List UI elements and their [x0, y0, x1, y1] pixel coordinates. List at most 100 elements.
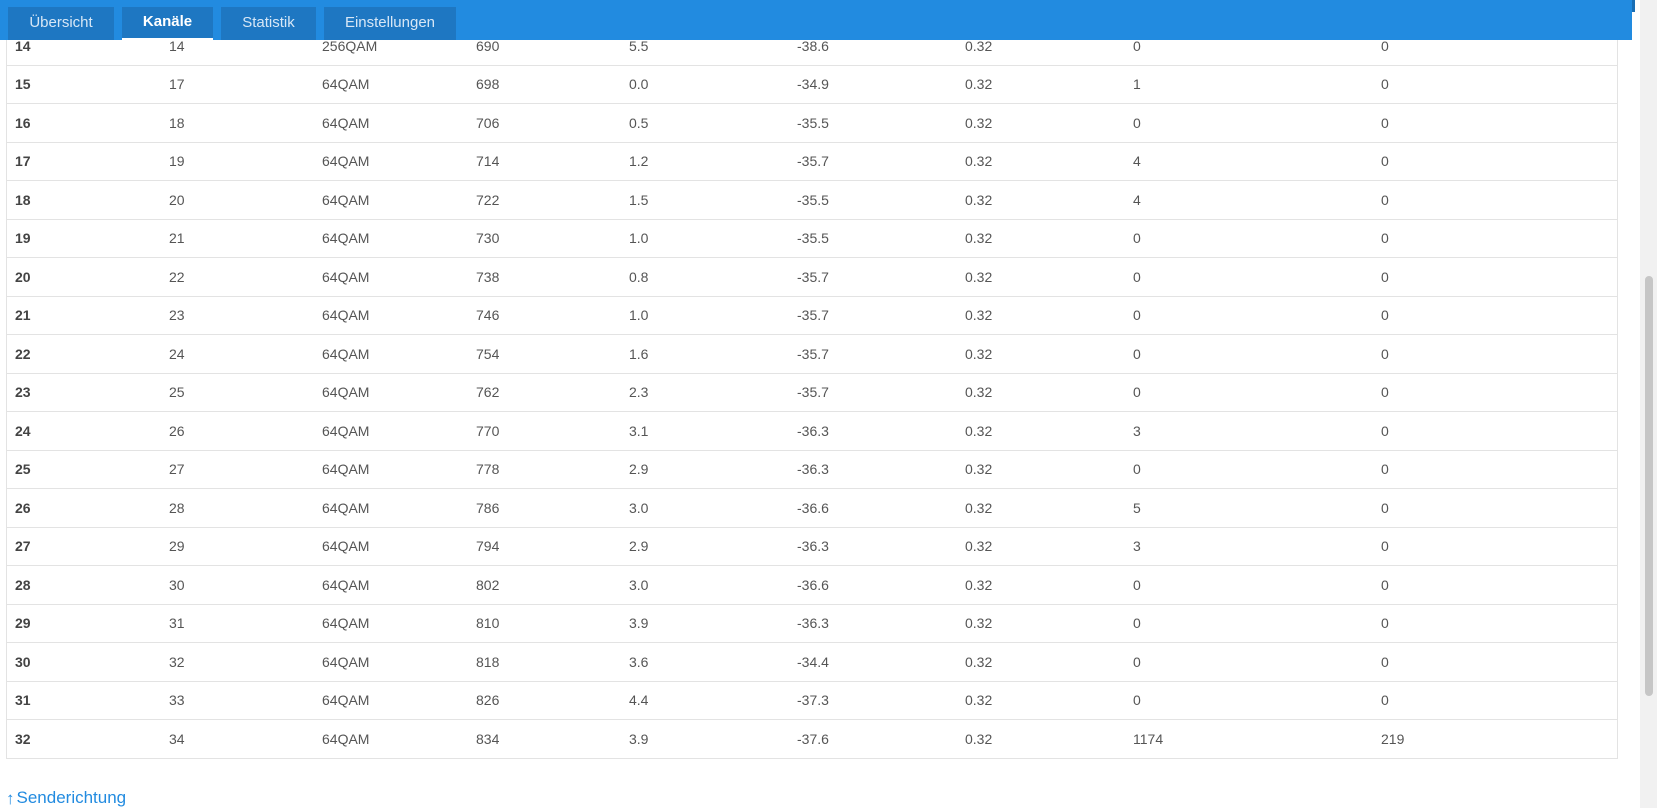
modulation-cell: 64QAM	[322, 461, 370, 478]
modulation-cell: 64QAM	[322, 653, 370, 670]
uncorrectable-errors-cell: 0	[1381, 384, 1389, 401]
table-row: 28 30 64QAM 802 3.0 -36.6 0.32 0 0	[7, 566, 1617, 605]
latency-cell: 0.32	[965, 76, 993, 93]
latency-cell: 0.32	[965, 461, 993, 478]
table-row: 26 28 64QAM 786 3.0 -36.6 0.32 5 0	[7, 489, 1617, 528]
corrected-errors-cell: 0	[1133, 692, 1141, 709]
modulation-cell: 64QAM	[322, 307, 370, 324]
table-row: 21 23 64QAM 746 1.0 -35.7 0.32 0 0	[7, 297, 1617, 335]
corrected-errors-cell: 0	[1133, 615, 1141, 632]
modulation-cell: 64QAM	[322, 230, 370, 247]
table-row: 14 14 256QAM 690 5.5 -38.6 0.32 0 0	[7, 27, 1617, 66]
latency-cell: 0.32	[965, 499, 993, 516]
channel-id-cell: 32	[169, 653, 185, 670]
top-navigation-bar: Übersicht Kanäle Statistik Einstellungen	[0, 0, 1632, 40]
corrected-errors-cell: 0	[1133, 576, 1141, 593]
uncorrectable-errors-cell: 0	[1381, 461, 1389, 478]
latency-cell: 0.32	[965, 615, 993, 632]
mse-cell: -35.7	[797, 345, 829, 362]
modulation-cell: 64QAM	[322, 114, 370, 131]
channel-id-cell: 17	[169, 76, 185, 93]
channel-id-cell: 29	[169, 538, 185, 555]
corrected-errors-cell: 0	[1133, 345, 1141, 362]
channel-index-cell: 16	[15, 114, 31, 131]
table-row: 32 34 64QAM 834 3.9 -37.6 0.32 1174 219	[7, 720, 1617, 758]
modulation-cell: 64QAM	[322, 499, 370, 516]
channel-id-cell: 34	[169, 731, 185, 748]
channel-id-cell: 23	[169, 307, 185, 324]
frequency-cell: 722	[476, 191, 500, 208]
uncorrectable-errors-cell: 0	[1381, 499, 1389, 516]
corrected-errors-cell: 0	[1133, 268, 1141, 285]
channel-index-cell: 23	[15, 384, 31, 401]
arrow-up-icon: ↑	[6, 788, 15, 808]
power-level-cell: 0.0	[629, 76, 649, 93]
channel-index-cell: 27	[15, 538, 31, 555]
table-row: 20 22 64QAM 738 0.8 -35.7 0.32 0 0	[7, 258, 1617, 297]
corrected-errors-cell: 4	[1133, 153, 1141, 170]
scrollbar-thumb[interactable]	[1645, 276, 1653, 696]
latency-cell: 0.32	[965, 345, 993, 362]
mse-cell: -37.3	[797, 692, 829, 709]
power-level-cell: 3.0	[629, 499, 649, 516]
uncorrectable-errors-cell: 219	[1381, 731, 1405, 748]
corrected-errors-cell: 4	[1133, 191, 1141, 208]
channel-index-cell: 21	[15, 307, 31, 324]
vertical-scrollbar[interactable]	[1640, 0, 1657, 808]
modulation-cell: 64QAM	[322, 153, 370, 170]
mse-cell: -35.5	[797, 191, 829, 208]
uncorrectable-errors-cell: 0	[1381, 345, 1389, 362]
tab-overview[interactable]: Übersicht	[8, 7, 114, 40]
channel-id-cell: 33	[169, 692, 185, 709]
power-level-cell: 0.5	[629, 114, 649, 131]
upstream-section-link[interactable]: ↑ Senderichtung	[6, 788, 126, 808]
tab-settings[interactable]: Einstellungen	[324, 7, 456, 40]
latency-cell: 0.32	[965, 653, 993, 670]
modulation-cell: 64QAM	[322, 384, 370, 401]
power-level-cell: 1.5	[629, 191, 649, 208]
channel-id-cell: 30	[169, 576, 185, 593]
frequency-cell: 818	[476, 653, 500, 670]
uncorrectable-errors-cell: 0	[1381, 114, 1389, 131]
mse-cell: -35.5	[797, 230, 829, 247]
tab-channels[interactable]: Kanäle	[122, 7, 213, 40]
uncorrectable-errors-cell: 0	[1381, 230, 1389, 247]
latency-cell: 0.32	[965, 576, 993, 593]
power-level-cell: 2.9	[629, 461, 649, 478]
modulation-cell: 64QAM	[322, 538, 370, 555]
uncorrectable-errors-cell: 0	[1381, 37, 1389, 54]
mse-cell: -35.7	[797, 153, 829, 170]
power-level-cell: 3.1	[629, 422, 649, 439]
downstream-channel-table: 14 14 256QAM 690 5.5 -38.6 0.32 0 0 15 17 64QAM 698 0…	[6, 26, 1618, 759]
mse-cell: -36.6	[797, 499, 829, 516]
table-row: 23 25 64QAM 762 2.3 -35.7 0.32 0 0	[7, 374, 1617, 412]
channel-id-cell: 25	[169, 384, 185, 401]
latency-cell: 0.32	[965, 191, 993, 208]
latency-cell: 0.32	[965, 538, 993, 555]
table-row: 19 21 64QAM 730 1.0 -35.5 0.32 0 0	[7, 220, 1617, 258]
uncorrectable-errors-cell: 0	[1381, 307, 1389, 324]
channel-index-cell: 24	[15, 422, 31, 439]
power-level-cell: 3.6	[629, 653, 649, 670]
channel-id-cell: 20	[169, 191, 185, 208]
mse-cell: -35.5	[797, 114, 829, 131]
power-level-cell: 3.9	[629, 731, 649, 748]
modulation-cell: 64QAM	[322, 345, 370, 362]
uncorrectable-errors-cell: 0	[1381, 76, 1389, 93]
latency-cell: 0.32	[965, 422, 993, 439]
table-row: 16 18 64QAM 706 0.5 -35.5 0.32 0 0	[7, 104, 1617, 143]
modulation-cell: 64QAM	[322, 692, 370, 709]
latency-cell: 0.32	[965, 731, 993, 748]
latency-cell: 0.32	[965, 37, 993, 54]
frequency-cell: 802	[476, 576, 500, 593]
frequency-cell: 730	[476, 230, 500, 247]
corrected-errors-cell: 0	[1133, 307, 1141, 324]
corrected-errors-cell: 5	[1133, 499, 1141, 516]
corrected-errors-cell: 0	[1133, 114, 1141, 131]
modulation-cell: 64QAM	[322, 731, 370, 748]
power-level-cell: 3.0	[629, 576, 649, 593]
table-row: 17 19 64QAM 714 1.2 -35.7 0.32 4 0	[7, 143, 1617, 181]
tab-statistics[interactable]: Statistik	[221, 7, 316, 40]
channel-id-cell: 31	[169, 615, 185, 632]
table-row: 15 17 64QAM 698 0.0 -34.9 0.32 1 0	[7, 66, 1617, 104]
